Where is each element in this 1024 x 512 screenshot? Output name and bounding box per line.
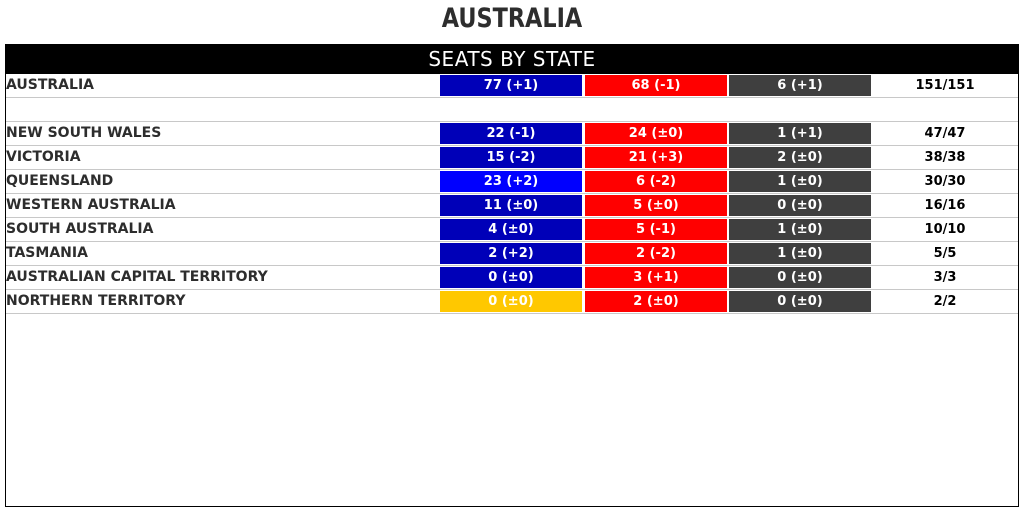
coalition-seats-cell: 15 (-2) (440, 147, 582, 168)
row-tasmania: TASMANIA 2 (+2) 2 (-2) 1 (±0) 5/5 (6, 242, 1018, 266)
total-seats-cell: 2/2 (933, 294, 957, 309)
labor-seats-cell: 5 (-1) (585, 219, 727, 240)
labor-seats-cell: 2 (-2) (585, 243, 727, 264)
other-seats-cell: 0 (±0) (729, 267, 871, 288)
total-seats-cell: 151/151 (915, 78, 975, 93)
row-label: NORTHERN TERRITORY (6, 293, 186, 309)
coalition-seats-cell: 23 (+2) (440, 171, 582, 192)
page-title: AUSTRALIA (441, 3, 583, 34)
total-seats-cell: 38/38 (924, 150, 966, 165)
other-seats-cell: 0 (±0) (729, 291, 871, 312)
coalition-seats-cell: 22 (-1) (440, 123, 582, 144)
total-seats-cell: 30/30 (924, 174, 966, 189)
total-seats-cell: 10/10 (924, 222, 966, 237)
coalition-seats-cell: 4 (±0) (440, 219, 582, 240)
total-seats-cell: 16/16 (924, 198, 966, 213)
other-seats-cell: 1 (+1) (729, 123, 871, 144)
coalition-seats-cell: 0 (±0) (440, 267, 582, 288)
coalition-seats-cell: 11 (±0) (440, 195, 582, 216)
coalition-seats-cell: 0 (±0) (440, 291, 582, 312)
row-victoria: VICTORIA 15 (-2) 21 (+3) 2 (±0) 38/38 (6, 146, 1018, 170)
other-seats-cell: 1 (±0) (729, 219, 871, 240)
labor-seats-cell: 2 (±0) (585, 291, 727, 312)
row-label: NEW SOUTH WALES (6, 125, 162, 141)
row-new-south-wales: NEW SOUTH WALES 22 (-1) 24 (±0) 1 (+1) 4… (6, 122, 1018, 146)
row-australian-capital-territory: AUSTRALIAN CAPITAL TERRITORY 0 (±0) 3 (+… (6, 266, 1018, 290)
row-queensland: QUEENSLAND 23 (+2) 6 (-2) 1 (±0) 30/30 (6, 170, 1018, 194)
row-northern-territory: NORTHERN TERRITORY 0 (±0) 2 (±0) 0 (±0) … (6, 290, 1018, 314)
row-label: WESTERN AUSTRALIA (6, 197, 176, 213)
total-seats-cell: 5/5 (933, 246, 957, 261)
total-seats-cell: 47/47 (924, 126, 966, 141)
other-seats-cell: 1 (±0) (729, 171, 871, 192)
labor-seats-cell: 68 (-1) (585, 75, 727, 96)
row-label: VICTORIA (6, 149, 81, 165)
labor-seats-cell: 21 (+3) (585, 147, 727, 168)
labor-seats-cell: 6 (-2) (585, 171, 727, 192)
coalition-seats-cell: 2 (+2) (440, 243, 582, 264)
row-south-australia: SOUTH AUSTRALIA 4 (±0) 5 (-1) 1 (±0) 10/… (6, 218, 1018, 242)
other-seats-cell: 0 (±0) (729, 195, 871, 216)
row-label: AUSTRALIA (6, 77, 94, 93)
row-australia: AUSTRALIA 77 (+1) 68 (-1) 6 (+1) 151/151 (6, 74, 1018, 98)
other-seats-cell: 1 (±0) (729, 243, 871, 264)
spacer-row (6, 98, 1018, 122)
row-western-australia: WESTERN AUSTRALIA 11 (±0) 5 (±0) 0 (±0) … (6, 194, 1018, 218)
row-label: QUEENSLAND (6, 173, 114, 189)
seats-panel: SEATS BY STATE AUSTRALIA 77 (+1) 68 (-1)… (5, 44, 1019, 507)
total-seats-cell: 3/3 (933, 270, 957, 285)
other-seats-cell: 2 (±0) (729, 147, 871, 168)
labor-seats-cell: 5 (±0) (585, 195, 727, 216)
row-label: TASMANIA (6, 245, 88, 261)
seats-by-state-banner: SEATS BY STATE (6, 45, 1018, 74)
row-label: AUSTRALIAN CAPITAL TERRITORY (6, 269, 268, 285)
labor-seats-cell: 24 (±0) (585, 123, 727, 144)
row-label: SOUTH AUSTRALIA (6, 221, 154, 237)
labor-seats-cell: 3 (+1) (585, 267, 727, 288)
coalition-seats-cell: 77 (+1) (440, 75, 582, 96)
other-seats-cell: 6 (+1) (729, 75, 871, 96)
